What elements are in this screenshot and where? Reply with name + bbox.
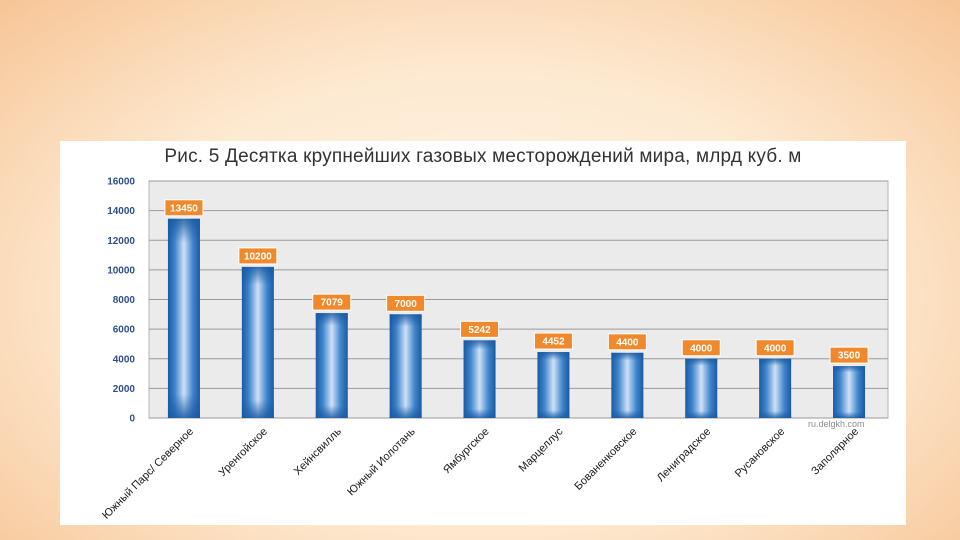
bar-shade (315, 313, 348, 418)
data-label-box (386, 294, 426, 312)
y-tick-label: 2000 (113, 384, 136, 395)
data-label-box (755, 339, 795, 357)
x-category-label: Лениградское (655, 426, 714, 485)
bar-shade (389, 314, 422, 418)
data-label: 3500 (838, 351, 861, 362)
x-category-label: Заполярное (809, 426, 861, 478)
y-tick-label: 12000 (107, 236, 135, 247)
data-label-box (312, 293, 352, 311)
data-label: 4000 (764, 343, 787, 354)
data-label-box (607, 333, 647, 351)
data-label: 13450 (170, 203, 198, 214)
bar-shade (167, 218, 200, 418)
data-label: 7000 (395, 299, 418, 310)
data-label: 4000 (690, 343, 713, 354)
y-tick-label: 14000 (107, 206, 135, 217)
y-tick-label: 0 (129, 414, 135, 425)
data-label-box (533, 332, 573, 350)
data-label-box (460, 320, 500, 338)
bar-shade (537, 352, 570, 418)
x-category-label: Марцеллус (517, 425, 566, 474)
bar-shade (685, 358, 718, 418)
data-label: 4400 (616, 337, 639, 348)
y-tick-label: 10000 (107, 265, 135, 276)
x-category-label: Ямбургское (441, 426, 491, 476)
data-label-box (681, 339, 721, 357)
x-category-label: Бованенковское (572, 426, 639, 493)
bar-shade (241, 266, 274, 418)
bar-shade (759, 358, 792, 418)
data-label: 5242 (468, 325, 491, 336)
bar-shade (463, 340, 496, 418)
y-tick-label: 8000 (113, 295, 136, 306)
y-tick-label: 4000 (113, 354, 136, 365)
data-label: 10200 (244, 251, 272, 262)
x-category-label: Хейнсвилль (292, 425, 344, 477)
data-label-box (164, 199, 204, 217)
x-category-label: Уренгойское (217, 426, 270, 479)
y-tick-label: 6000 (113, 325, 136, 336)
y-tick-label: 16000 (107, 177, 135, 188)
bar-shade (833, 366, 866, 418)
data-label-box (829, 346, 869, 364)
bar-shade (611, 352, 644, 418)
source-caption: ru.delgkh.com (808, 419, 865, 429)
x-category-label: Южный Иолотань (345, 425, 418, 498)
data-label: 4452 (542, 337, 565, 348)
x-category-label: Русановское (733, 426, 787, 480)
data-label: 7079 (321, 298, 344, 309)
x-category-label: Южный Парс/ Северное (100, 426, 196, 522)
data-label-box (238, 247, 278, 265)
chart-title: Рис. 5 Десятка крупнейших газовых местор… (164, 146, 802, 167)
